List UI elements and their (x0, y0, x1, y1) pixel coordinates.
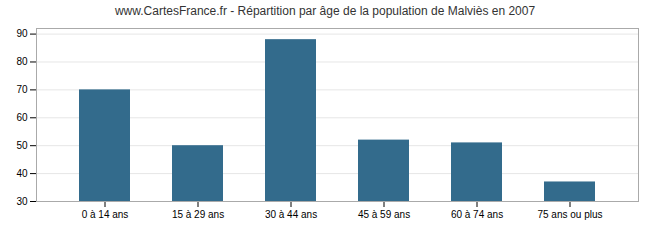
svg-text:45 à 59 ans: 45 à 59 ans (358, 209, 410, 220)
svg-text:0 à 14 ans: 0 à 14 ans (82, 209, 129, 220)
svg-text:60: 60 (16, 112, 28, 123)
svg-text:80: 80 (16, 56, 28, 67)
svg-text:70: 70 (16, 84, 28, 95)
svg-text:30: 30 (16, 196, 28, 207)
svg-text:15 à 29 ans: 15 à 29 ans (172, 209, 224, 220)
svg-text:40: 40 (16, 168, 28, 179)
svg-text:75 ans ou plus: 75 ans ou plus (537, 209, 602, 220)
svg-text:30 à 44 ans: 30 à 44 ans (265, 209, 317, 220)
svg-text:50: 50 (16, 140, 28, 151)
html-text:www.CartesFrance.fr - Répartit: www.CartesFrance.fr - Répartition par âg… (114, 4, 536, 18)
svg-text:90: 90 (16, 28, 28, 39)
svg-text:60 à 74 ans: 60 à 74 ans (451, 209, 503, 220)
